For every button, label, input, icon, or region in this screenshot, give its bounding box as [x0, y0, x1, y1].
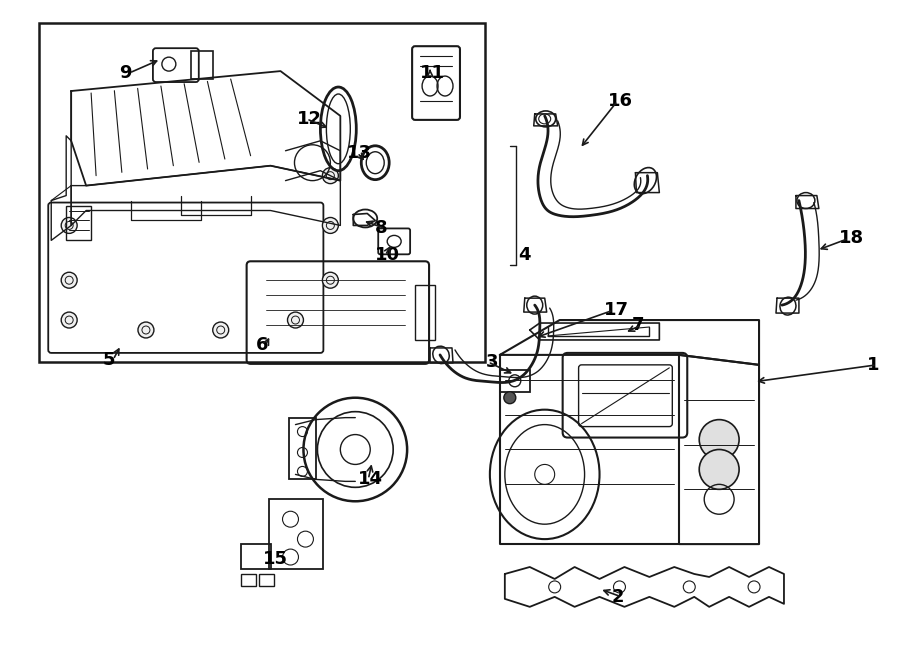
Ellipse shape — [322, 168, 338, 184]
Ellipse shape — [138, 322, 154, 338]
Text: 5: 5 — [104, 351, 115, 369]
Text: 14: 14 — [358, 471, 383, 488]
Text: 8: 8 — [375, 219, 388, 237]
Ellipse shape — [322, 272, 338, 288]
Bar — [240, 544, 271, 569]
Text: 3: 3 — [485, 353, 498, 371]
Bar — [415, 285, 435, 340]
Text: 7: 7 — [632, 316, 644, 334]
Text: 12: 12 — [296, 110, 321, 128]
Ellipse shape — [287, 312, 303, 328]
Bar — [500, 370, 530, 392]
Bar — [258, 574, 274, 586]
Text: 2: 2 — [611, 588, 624, 606]
Text: 10: 10 — [375, 247, 401, 264]
Ellipse shape — [61, 312, 77, 328]
Ellipse shape — [61, 272, 77, 288]
Text: 11: 11 — [420, 64, 446, 82]
Bar — [191, 51, 212, 79]
Ellipse shape — [504, 392, 516, 404]
Ellipse shape — [212, 322, 229, 338]
Bar — [289, 418, 317, 479]
Text: 17: 17 — [604, 301, 628, 319]
Text: 15: 15 — [263, 550, 288, 568]
Text: 9: 9 — [119, 64, 131, 82]
Bar — [67, 206, 91, 241]
Bar — [268, 499, 323, 569]
Ellipse shape — [699, 449, 739, 489]
Text: 4: 4 — [518, 247, 530, 264]
Text: 1: 1 — [867, 356, 879, 374]
Text: 6: 6 — [256, 336, 268, 354]
Text: 18: 18 — [839, 229, 864, 247]
Ellipse shape — [322, 217, 338, 233]
Bar — [240, 574, 256, 586]
Bar — [40, 23, 485, 362]
Ellipse shape — [699, 420, 739, 459]
Ellipse shape — [61, 217, 77, 233]
Text: 16: 16 — [608, 92, 633, 110]
Text: 13: 13 — [347, 143, 373, 162]
